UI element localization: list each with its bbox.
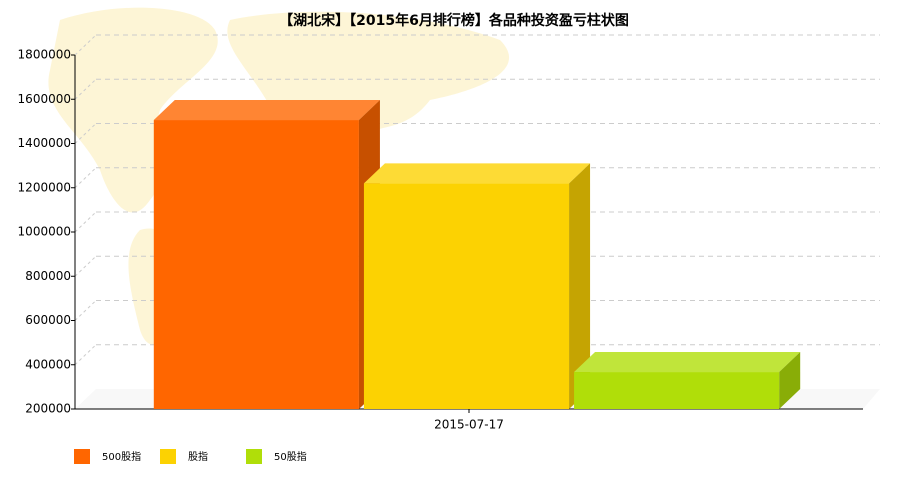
- y-tick-label: 1200000: [18, 180, 71, 194]
- grid-line: [74, 123, 97, 144]
- legend-label: 500股指: [102, 450, 141, 463]
- bar: [363, 183, 570, 409]
- grid-line: [74, 34, 97, 56]
- bar: [574, 372, 780, 409]
- grid-line: [74, 167, 97, 189]
- x-tick-label: 2015-07-17: [434, 418, 504, 432]
- y-tick-label: 1600000: [18, 92, 71, 106]
- y-tick-label: 1400000: [18, 136, 71, 150]
- bar-top: [363, 163, 591, 184]
- y-tick-label: 600000: [25, 313, 71, 327]
- y-tick-label: 1800000: [18, 48, 71, 62]
- bar-side: [779, 352, 801, 409]
- y-tick-label: 1000000: [18, 225, 71, 239]
- legend-label: 50股指: [274, 450, 307, 463]
- y-tick-label: 200000: [25, 402, 71, 416]
- grid-line: [74, 211, 97, 233]
- bar-top: [153, 100, 380, 121]
- y-tick-label: 800000: [25, 269, 71, 283]
- y-tick-label: 400000: [25, 357, 71, 371]
- bar-side: [569, 163, 591, 409]
- legend-swatch: [160, 449, 176, 464]
- grid-line: [74, 78, 97, 100]
- legend-label: 股指: [188, 450, 208, 463]
- grid-line: [74, 344, 97, 366]
- bar: [153, 120, 359, 410]
- grid-line: [74, 300, 97, 321]
- chart-title: 【湖北宋】【2015年6月排行榜】各品种投资盈亏柱状图: [279, 12, 629, 29]
- grid-line: [74, 255, 97, 277]
- legend-swatch: [74, 449, 90, 464]
- legend-swatch: [246, 449, 262, 464]
- bar-top: [574, 352, 801, 373]
